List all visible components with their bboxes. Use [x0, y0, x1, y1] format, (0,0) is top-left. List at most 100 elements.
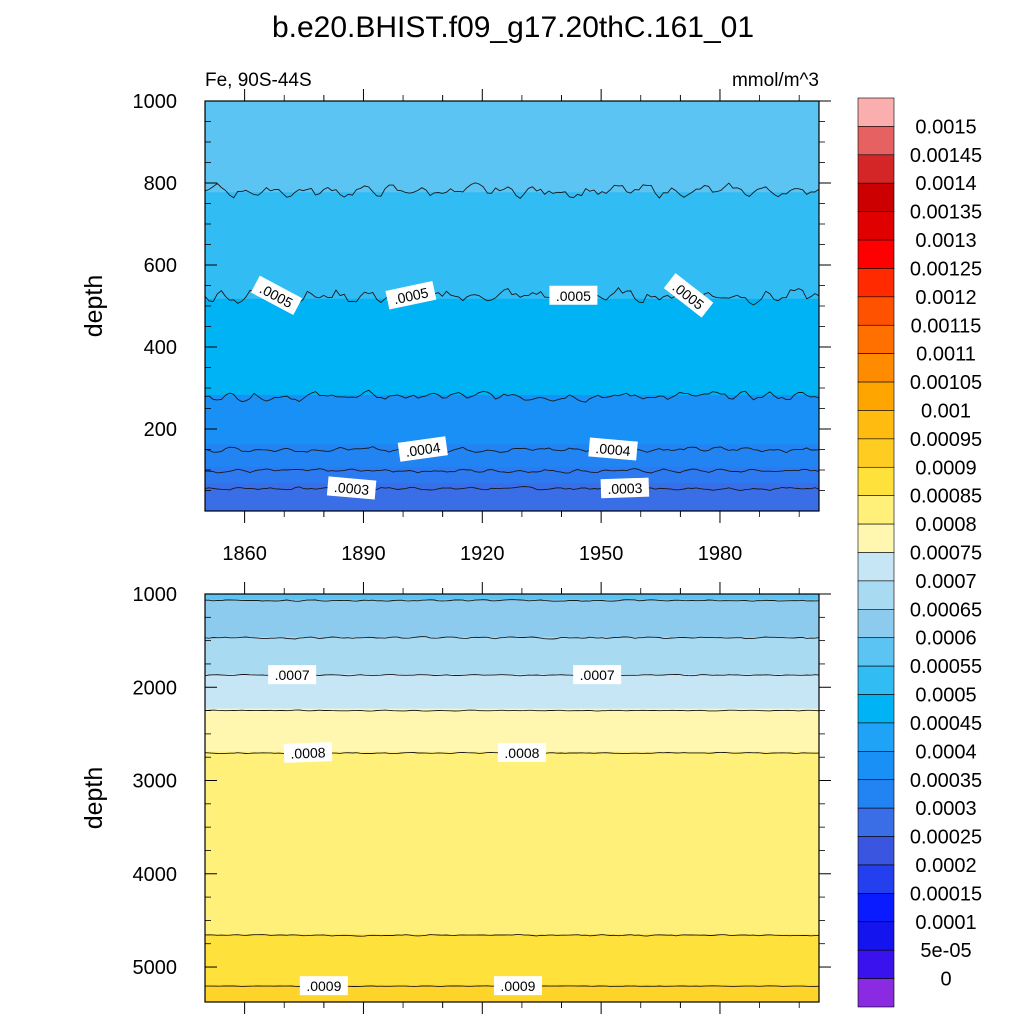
contour-label: .0009	[493, 976, 542, 996]
colorbar-label: 0.0013	[915, 230, 976, 252]
colorbar-label: 0.00085	[910, 486, 982, 508]
colorbar: 0.0015 0.00145 0.0014 0.00135 0.0013 0.00125 0…	[857, 97, 982, 1008]
colorbar-label: 0.0015	[915, 116, 976, 138]
contour-label: .0009	[299, 976, 348, 996]
colorbar-swatch	[857, 552, 895, 582]
depth-band	[205, 481, 819, 511]
colorbar-label: 0.0012	[915, 287, 976, 309]
depth-band	[205, 594, 819, 602]
colorbar-label: 0.00135	[910, 202, 982, 224]
contour-label: .0005	[549, 285, 598, 305]
y-tick-label: 3000	[133, 771, 178, 793]
colorbar-swatch	[857, 978, 895, 1008]
y-tick-label: 2000	[133, 677, 178, 699]
colorbar-swatch	[857, 182, 895, 212]
colorbar-label: 0.00055	[910, 656, 982, 678]
depth-band	[205, 751, 819, 937]
colorbar-label: 0.0001	[915, 912, 976, 934]
contour-line	[205, 286, 819, 306]
colorbar-swatch	[857, 921, 895, 951]
contour-label-text: .0007	[275, 667, 310, 683]
contour-label: .0003	[600, 477, 650, 499]
colorbar-swatch	[857, 466, 895, 496]
contour-label-text: .0009	[500, 978, 535, 994]
contour-label-text: .0004	[595, 440, 632, 459]
contour-line	[205, 446, 819, 454]
colorbar-label: 0.00065	[910, 599, 982, 621]
colorbar-swatch	[857, 665, 895, 695]
colorbar-label: 0.00105	[910, 372, 982, 394]
colorbar-swatch	[857, 211, 895, 241]
y-tick-label: 1000	[133, 584, 178, 606]
y-tick-label: 5000	[133, 957, 178, 979]
colorbar-label: 0	[940, 969, 951, 991]
plot-frame	[204, 593, 820, 1003]
contour-line	[205, 389, 819, 403]
subtitle-right: mmol/m^3	[732, 70, 819, 91]
colorbar-swatch	[857, 580, 895, 610]
contour-line	[205, 934, 819, 937]
x-tick-label: 1890	[341, 543, 386, 565]
x-tick-label: 1920	[460, 543, 505, 565]
y-tick-label: 1000	[133, 91, 178, 113]
colorbar-label: 0.00145	[910, 145, 982, 167]
contour-label: .0008	[497, 743, 546, 763]
colorbar-swatch	[857, 893, 895, 923]
contour-label: .0005	[385, 280, 437, 310]
x-tick-label: 1950	[579, 543, 624, 565]
colorbar-swatch	[857, 864, 895, 894]
colorbar-swatch	[857, 324, 895, 354]
contour-label: .0007	[573, 665, 622, 685]
contour-label: .0004	[397, 436, 448, 462]
colorbar-label: 0.00075	[910, 543, 982, 565]
y-tick-label: 4000	[133, 864, 178, 886]
depth-band	[205, 296, 819, 396]
colorbar-label: 0.0005	[915, 685, 976, 707]
x-tick-label: 1980	[698, 543, 743, 565]
contour-line	[205, 468, 819, 474]
colorbar-label: 0.00015	[910, 883, 982, 905]
colorbar-swatch	[857, 949, 895, 979]
colorbar-swatch	[857, 609, 895, 639]
colorbar-swatch	[857, 495, 895, 525]
contour-label-text: .0009	[306, 978, 341, 994]
contour-label: .0003	[326, 476, 377, 500]
contour-label: .0004	[588, 437, 638, 461]
depth-band	[205, 190, 819, 299]
colorbar-swatch	[857, 779, 895, 809]
y-axis-label: depth	[80, 767, 108, 830]
colorbar-label: 0.0004	[915, 741, 976, 763]
colorbar-swatch	[857, 751, 895, 781]
colorbar-label: 0.0003	[915, 798, 976, 820]
colorbar-swatch	[857, 438, 895, 468]
colorbar-label: 0.00125	[910, 258, 982, 280]
contour-line	[205, 599, 819, 602]
colorbar-label: 0.00115	[911, 315, 982, 337]
colorbar-label: 0.0002	[915, 855, 976, 877]
depth-band	[205, 393, 819, 445]
colorbar-label: 0.0008	[915, 514, 976, 536]
colorbar-label: 0.0014	[915, 173, 976, 195]
depth-band	[205, 464, 819, 484]
colorbar-label: 5e-05	[920, 940, 971, 962]
colorbar-swatch	[857, 296, 895, 326]
colorbar-swatch	[857, 239, 895, 269]
contour-label-text: .0003	[333, 479, 370, 498]
colorbar-swatch	[857, 353, 895, 383]
colorbar-swatch	[857, 637, 895, 667]
colorbar-label: 0.001	[921, 400, 971, 422]
contour-label-text: .0005	[392, 284, 430, 307]
colorbar-swatch	[857, 836, 895, 866]
contour-line	[205, 709, 819, 712]
y-tick-label: 800	[144, 173, 177, 195]
colorbar-label: 0.00035	[910, 770, 982, 792]
depth-band	[205, 442, 819, 467]
colorbar-swatch	[857, 523, 895, 553]
subtitle-left: Fe, 90S-44S	[205, 70, 312, 91]
contour-label: .0007	[268, 665, 317, 685]
colorbar-swatch	[857, 126, 895, 156]
colorbar-label: 0.00095	[910, 429, 982, 451]
colorbar-label: 0.0009	[915, 457, 976, 479]
colorbar-label: 0.0011	[916, 344, 976, 366]
y-tick-label: 600	[144, 255, 177, 277]
